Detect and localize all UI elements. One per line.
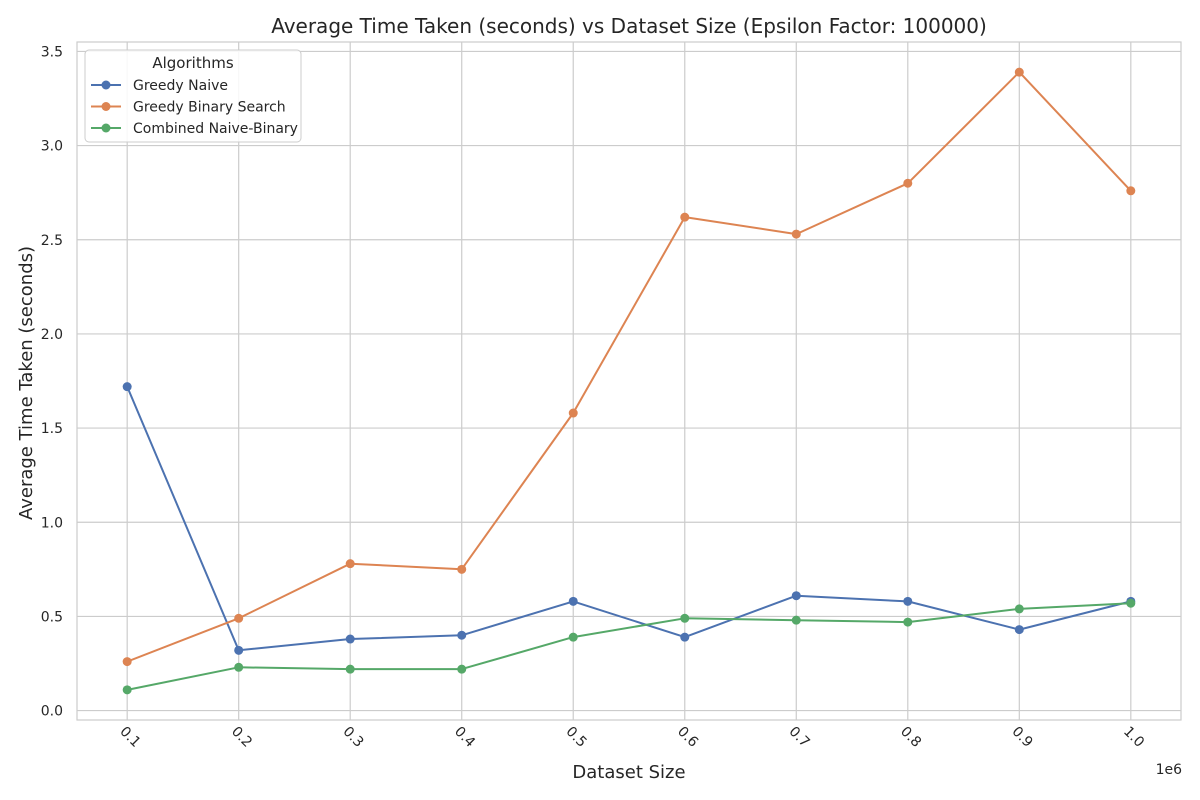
- data-point: [457, 630, 467, 640]
- data-point: [1126, 186, 1136, 196]
- legend: Algorithms Greedy Naive Greedy Binary Sear…: [84, 49, 302, 143]
- y-tick-label: 0.0: [41, 704, 63, 720]
- legend-title: Algorithms: [152, 54, 233, 72]
- data-point: [345, 664, 355, 674]
- data-point: [568, 596, 578, 606]
- y-tick-label: 2.0: [41, 327, 63, 343]
- data-point: [903, 617, 913, 627]
- data-point: [903, 596, 913, 606]
- data-point: [345, 634, 355, 644]
- legend-label: Combined Naive-Binary: [133, 121, 298, 137]
- legend-item: Combined Naive-Binary: [91, 121, 298, 137]
- data-point: [234, 613, 244, 623]
- legend-label: Greedy Naive: [133, 78, 228, 94]
- x-tick-label: 0.5: [563, 724, 590, 751]
- data-point: [1126, 598, 1136, 608]
- y-tick-label: 3.5: [41, 44, 63, 60]
- plot-frame: [76, 41, 1182, 721]
- x-tick-label: 0.4: [451, 724, 478, 751]
- series-line: [126, 386, 1132, 652]
- chart-title: Average Time Taken (seconds) vs Dataset …: [271, 14, 987, 38]
- x-tick-label: 0.1: [116, 724, 143, 751]
- legend-label: Greedy Binary Search: [133, 100, 286, 116]
- x-tick-label: 0.2: [228, 724, 255, 751]
- series-1: [122, 67, 1136, 667]
- x-tick-label: 0.9: [1009, 724, 1036, 751]
- data-point: [791, 591, 801, 601]
- legend-swatch-marker: [101, 102, 111, 111]
- data-point: [680, 212, 690, 222]
- x-tick-label: 0.6: [674, 724, 701, 751]
- data-point: [1014, 67, 1024, 77]
- data-point: [1014, 604, 1024, 614]
- x-tick-label: 0.7: [786, 724, 813, 751]
- data-point: [680, 632, 690, 642]
- series-2: [122, 598, 1136, 695]
- legend-item: Greedy Naive: [91, 78, 228, 94]
- series-line: [127, 602, 1131, 691]
- x-axis-offset-label: 1e6: [1156, 762, 1183, 778]
- y-tick-label: 1.0: [41, 515, 63, 531]
- series-layer: [122, 67, 1136, 695]
- x-tick-label: 0.8: [897, 724, 924, 751]
- data-point: [568, 632, 578, 642]
- y-tick-label: 0.5: [41, 609, 63, 625]
- data-point: [791, 615, 801, 625]
- data-point: [791, 229, 801, 239]
- grid-layer: [77, 42, 1181, 720]
- data-point: [122, 657, 132, 667]
- data-point: [680, 613, 690, 623]
- data-point: [903, 178, 913, 188]
- y-tick-label: 3.0: [41, 139, 63, 155]
- data-point: [122, 382, 132, 392]
- series-line: [126, 71, 1132, 663]
- legend-box: [84, 49, 302, 143]
- x-tick-label: 0.3: [340, 724, 367, 751]
- x-tick-label: 1.0: [1120, 724, 1147, 751]
- x-axis-title: Dataset Size: [572, 762, 685, 783]
- legend-swatch-marker: [101, 123, 111, 133]
- tick-labels: 0.1 0.2 0.3 0.4 0.5 0.6 0.7 0.8 0.9 1.0 0.0 0.5 1.0 1…: [41, 44, 1147, 750]
- y-tick-label: 2.5: [41, 233, 63, 249]
- data-point: [457, 664, 467, 674]
- data-point: [122, 685, 132, 695]
- legend-item: Greedy Binary Search: [91, 100, 286, 116]
- data-point: [345, 559, 355, 569]
- y-tick-label: 1.5: [41, 421, 63, 437]
- y-axis-title: Average Time Taken (seconds): [16, 246, 37, 520]
- legend-swatch-marker: [101, 80, 111, 90]
- data-point: [568, 408, 578, 418]
- data-point: [234, 645, 244, 655]
- data-point: [457, 564, 467, 574]
- data-point: [1014, 625, 1024, 635]
- data-point: [234, 662, 244, 672]
